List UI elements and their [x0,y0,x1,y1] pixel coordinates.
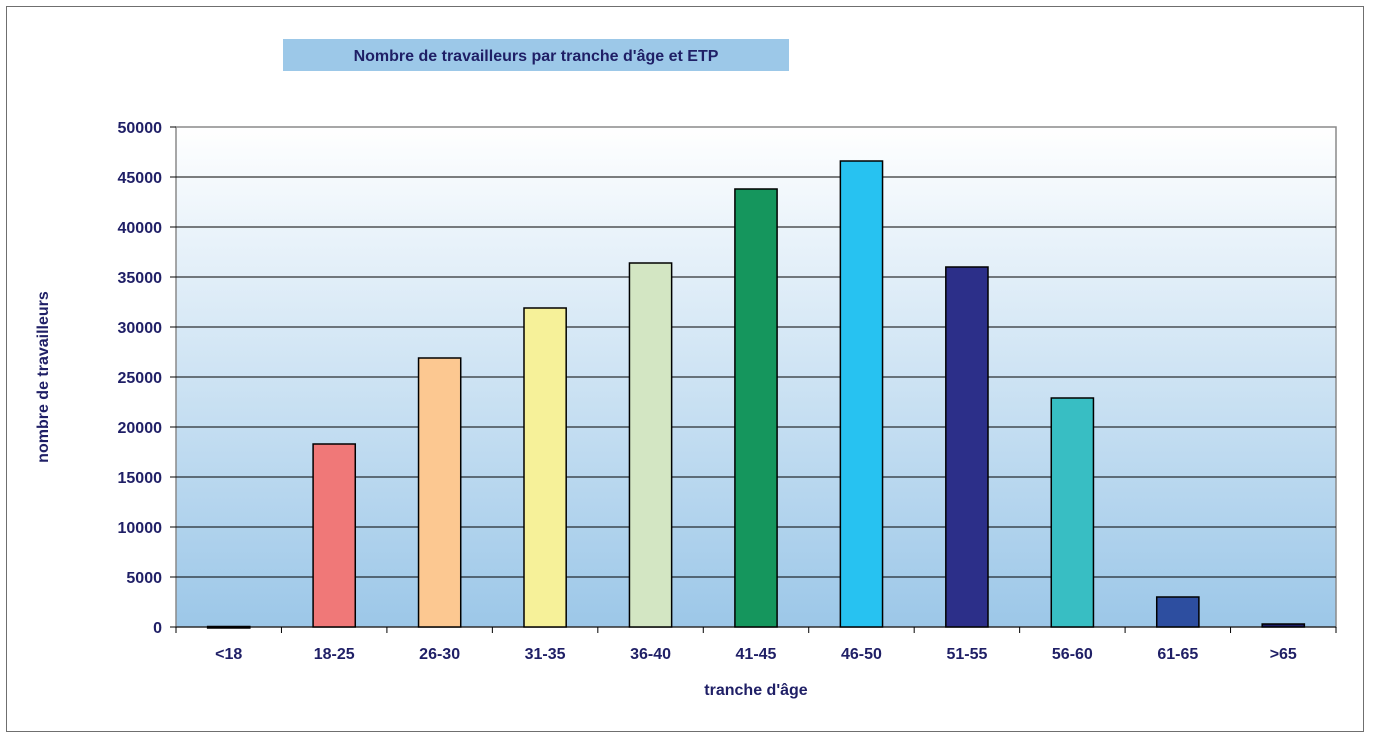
chart-title-box [283,39,789,71]
chart-title: Nombre de travailleurs par tranche d'âge… [354,48,719,65]
bar [523,307,567,628]
y-tick-label: 30000 [118,320,163,337]
x-axis-title: tranche d'âge [704,682,807,699]
bars [206,160,1306,629]
x-tick-label: 26-30 [419,646,460,663]
y-tick-label: 25000 [118,370,163,387]
x-tick-label: 61-65 [1157,646,1198,663]
x-axis-ticks: <18 18-25 26-30 31-35 36-40 41-45 46-50 51-55 56… [175,626,1337,663]
y-tick-label: 15000 [118,470,163,487]
bar [628,262,673,628]
x-tick-label: >65 [1270,646,1297,663]
bar [839,160,884,628]
bar [1155,596,1200,628]
x-tick-label: 31-35 [525,646,566,663]
y-tick-label: 40000 [118,220,163,237]
y-tick-label: 20000 [118,420,163,437]
y-tick-label: 5000 [126,570,162,587]
bar [312,443,357,628]
y-tick-label: 35000 [118,270,163,287]
y-tick-label: 50000 [118,120,163,137]
x-tick-label: 56-60 [1052,646,1093,663]
x-tick-label: 36-40 [630,646,671,663]
y-axis-title: nombre de travailleurs [35,291,52,463]
y-tick-label: 0 [153,620,162,637]
chart-frame: Nombre de travailleurs par tranche d'âge… [6,6,1364,732]
x-tick-label: 46-50 [841,646,882,663]
x-tick-label: 41-45 [736,646,777,663]
y-tick-label: 45000 [118,170,163,187]
x-tick-label: 18-25 [314,646,355,663]
x-tick-label: 51-55 [946,646,987,663]
bar [417,357,462,628]
bar-chart: Nombre de travailleurs par tranche d'âge… [35,39,1337,699]
x-tick-label: <18 [215,646,242,663]
bar [1050,397,1095,628]
bar [945,266,989,628]
y-axis-ticks: 0 5000 10000 15000 20000 25000 30000 35000 40000… [118,120,176,637]
y-tick-label: 10000 [118,520,163,537]
bar [734,188,778,628]
